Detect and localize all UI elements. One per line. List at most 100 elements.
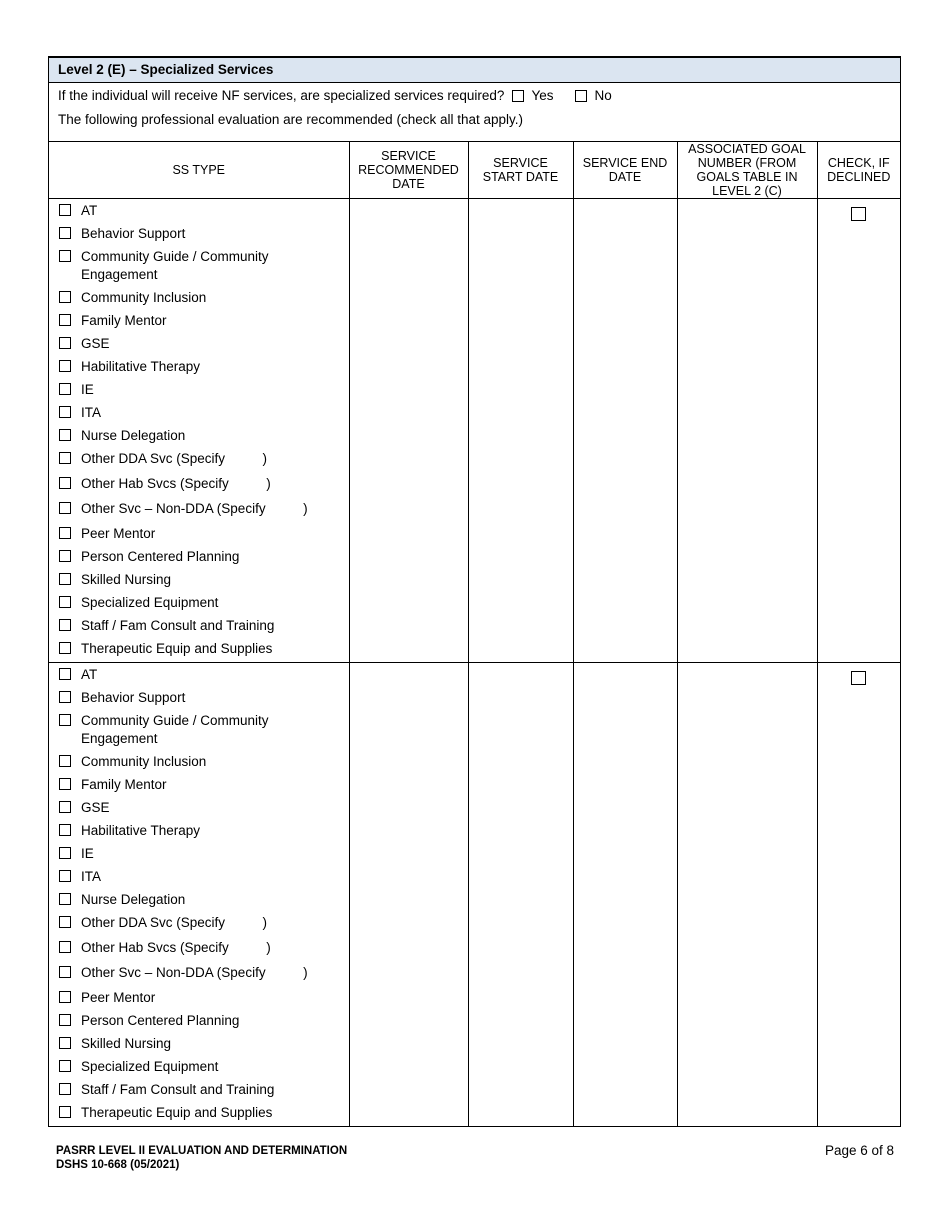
ss-type-checkbox[interactable] — [59, 642, 71, 654]
ss-type-checkbox[interactable] — [59, 1106, 71, 1118]
ss-type-option[interactable]: Staff / Fam Consult and Training — [49, 616, 349, 639]
question-text: If the individual will receive NF servic… — [58, 88, 505, 103]
end-date-cell[interactable] — [573, 198, 678, 663]
form-number: DSHS 10-668 (05/2021) — [56, 1159, 180, 1171]
ss-type-option[interactable]: AT — [49, 201, 349, 224]
ss-type-option[interactable]: Behavior Support — [49, 224, 349, 247]
ss-type-option[interactable]: Staff / Fam Consult and Training — [49, 1080, 349, 1103]
ss-type-checkbox[interactable] — [59, 429, 71, 441]
declined-checkbox[interactable] — [851, 206, 867, 221]
yes-option[interactable]: Yes — [512, 82, 553, 110]
ss-type-option[interactable]: Peer Mentor — [49, 524, 349, 547]
ss-type-option[interactable]: Specialized Equipment — [49, 1057, 349, 1080]
ss-type-checkbox[interactable] — [59, 691, 71, 703]
start-date-cell[interactable] — [468, 198, 574, 663]
ss-type-checkbox[interactable] — [59, 1037, 71, 1049]
ss-type-checkbox[interactable] — [59, 778, 71, 790]
no-checkbox[interactable] — [575, 90, 588, 102]
ss-type-option[interactable]: Skilled Nursing — [49, 1034, 349, 1057]
ss-type-label: Other Hab Svcs (Specify ) — [81, 940, 271, 955]
ss-type-option[interactable]: Other Svc – Non-DDA (Specify ) — [49, 499, 349, 524]
ss-type-option[interactable]: ITA — [49, 867, 349, 890]
ss-type-option[interactable]: Other Hab Svcs (Specify ) — [49, 474, 349, 499]
ss-type-option[interactable]: IE — [49, 380, 349, 403]
ss-type-option[interactable]: Person Centered Planning — [49, 547, 349, 570]
ss-type-checkbox[interactable] — [59, 1014, 71, 1026]
ss-type-option[interactable]: Peer Mentor — [49, 988, 349, 1011]
ss-type-option[interactable]: Community Inclusion — [49, 288, 349, 311]
ss-type-option[interactable]: Community Inclusion — [49, 752, 349, 775]
ss-type-checkbox[interactable] — [59, 991, 71, 1003]
ss-type-checkbox[interactable] — [59, 755, 71, 767]
ss-type-checkbox[interactable] — [59, 668, 71, 680]
ss-type-checkbox[interactable] — [59, 383, 71, 395]
ss-type-checkbox[interactable] — [59, 801, 71, 813]
ss-type-label: Family Mentor — [81, 777, 167, 792]
ss-type-checkbox[interactable] — [59, 847, 71, 859]
start-date-cell[interactable] — [468, 662, 574, 1126]
ss-type-checkbox[interactable] — [59, 314, 71, 326]
ss-type-option[interactable]: Family Mentor — [49, 775, 349, 798]
recommended-date-cell[interactable] — [349, 662, 469, 1126]
ss-type-option[interactable]: GSE — [49, 334, 349, 357]
ss-type-option[interactable]: Habilitative Therapy — [49, 821, 349, 844]
ss-type-option[interactable]: Therapeutic Equip and Supplies — [49, 1103, 349, 1126]
ss-type-checkbox[interactable] — [59, 250, 71, 262]
yes-checkbox[interactable] — [512, 90, 525, 102]
end-date-cell[interactable] — [573, 662, 678, 1126]
ss-type-checkbox[interactable] — [59, 893, 71, 905]
ss-type-checkbox[interactable] — [59, 966, 71, 978]
ss-type-option[interactable]: Nurse Delegation — [49, 890, 349, 913]
ss-type-option[interactable]: Community Guide / Community Engagement — [49, 247, 349, 288]
ss-type-checkbox[interactable] — [59, 227, 71, 239]
ss-type-option[interactable]: Other DDA Svc (Specify ) — [49, 913, 349, 938]
ss-type-option[interactable]: AT — [49, 665, 349, 688]
ss-type-list: AT Behavior Support Community Guide / Comm… — [49, 663, 349, 1126]
ss-type-checkbox[interactable] — [59, 916, 71, 928]
ss-type-option[interactable]: Other Hab Svcs (Specify ) — [49, 938, 349, 963]
ss-type-checkbox[interactable] — [59, 619, 71, 631]
ss-type-checkbox[interactable] — [59, 204, 71, 216]
no-option[interactable]: No — [575, 82, 612, 110]
ss-type-checkbox[interactable] — [59, 596, 71, 608]
ss-type-option[interactable]: Family Mentor — [49, 311, 349, 334]
ss-type-checkbox[interactable] — [59, 291, 71, 303]
ss-type-checkbox[interactable] — [59, 406, 71, 418]
ss-type-option[interactable]: Therapeutic Equip and Supplies — [49, 639, 349, 662]
ss-type-option[interactable]: Other Svc – Non-DDA (Specify ) — [49, 963, 349, 988]
ss-type-checkbox[interactable] — [59, 573, 71, 585]
ss-type-label: Community Guide / Community Engagement — [81, 713, 273, 746]
ss-type-option[interactable]: IE — [49, 844, 349, 867]
ss-type-option[interactable]: Specialized Equipment — [49, 593, 349, 616]
ss-type-checkbox[interactable] — [59, 452, 71, 464]
ss-type-checkbox[interactable] — [59, 714, 71, 726]
ss-type-option[interactable]: Community Guide / Community Engagement — [49, 711, 349, 752]
ss-type-option[interactable]: Habilitative Therapy — [49, 357, 349, 380]
col-declined: CHECK, IF DECLINED — [817, 142, 900, 199]
declined-checkbox[interactable] — [851, 670, 867, 685]
footer: PASRR LEVEL II EVALUATION AND DETERMINAT… — [56, 1144, 347, 1172]
ss-type-option[interactable]: Other DDA Svc (Specify ) — [49, 449, 349, 474]
col-start-date: SERVICE START DATE — [468, 142, 574, 199]
ss-type-checkbox[interactable] — [59, 550, 71, 562]
ss-type-checkbox[interactable] — [59, 1083, 71, 1095]
ss-type-option[interactable]: Skilled Nursing — [49, 570, 349, 593]
ss-type-option[interactable]: Nurse Delegation — [49, 426, 349, 449]
ss-type-checkbox[interactable] — [59, 502, 71, 514]
ss-type-checkbox[interactable] — [59, 941, 71, 953]
ss-type-option[interactable]: Behavior Support — [49, 688, 349, 711]
ss-type-label: IE — [81, 382, 94, 397]
ss-type-checkbox[interactable] — [59, 337, 71, 349]
ss-type-checkbox[interactable] — [59, 870, 71, 882]
goal-number-cell[interactable] — [677, 662, 818, 1126]
ss-type-checkbox[interactable] — [59, 477, 71, 489]
ss-type-checkbox[interactable] — [59, 360, 71, 372]
ss-type-option[interactable]: ITA — [49, 403, 349, 426]
ss-type-checkbox[interactable] — [59, 1060, 71, 1072]
recommended-date-cell[interactable] — [349, 198, 469, 663]
goal-number-cell[interactable] — [677, 198, 818, 663]
ss-type-checkbox[interactable] — [59, 527, 71, 539]
ss-type-option[interactable]: Person Centered Planning — [49, 1011, 349, 1034]
ss-type-option[interactable]: GSE — [49, 798, 349, 821]
ss-type-checkbox[interactable] — [59, 824, 71, 836]
